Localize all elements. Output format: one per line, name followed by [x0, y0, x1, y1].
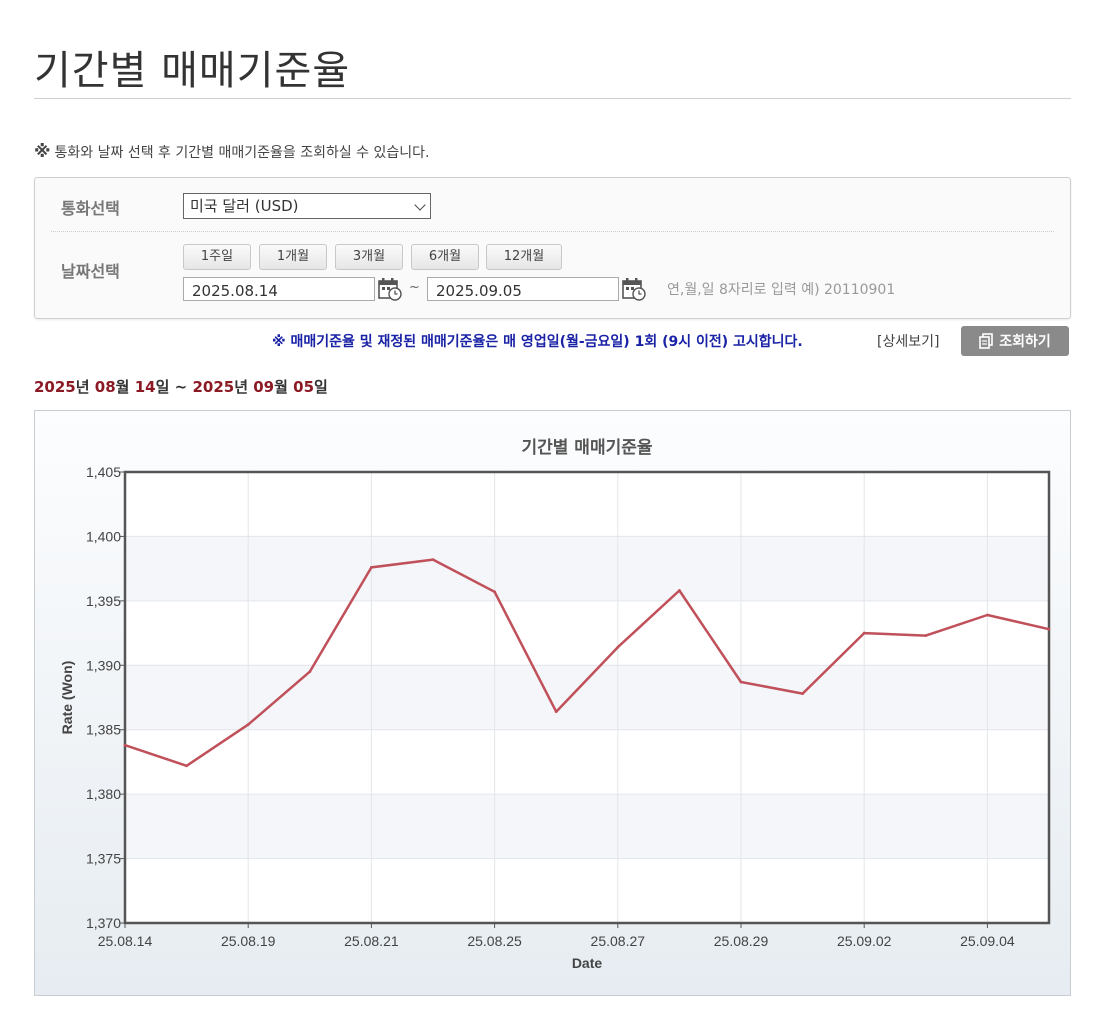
rate-line-chart: 1,370 1,375 1,380 1,385 1,390 1,395 1,400 1,405… [59, 438, 1051, 971]
data-point [123, 743, 127, 747]
x-tick-label: 25.09.02 [837, 933, 892, 949]
data-point [801, 692, 804, 696]
y-tick-label: 1,385 [86, 722, 121, 738]
start-date-input[interactable]: 2025.08.14 [183, 277, 375, 301]
y-axis-label: Rate (Won) [59, 661, 75, 735]
data-point [986, 613, 989, 617]
chart-container: 1,370 1,375 1,380 1,385 1,390 1,395 1,400 1,405… [34, 410, 1071, 996]
x-tick-label: 25.08.14 [98, 933, 153, 949]
y-tick-label: 1,375 [86, 851, 121, 867]
data-point [924, 634, 928, 638]
range-month-unit: 월 [115, 378, 130, 396]
chart-title: 기간별 매매기준율 [521, 438, 652, 458]
data-point [431, 558, 435, 562]
x-tick-label: 25.08.27 [591, 933, 646, 949]
data-point [493, 590, 496, 594]
range-day-unit: 일 [155, 378, 170, 396]
y-tick-label: 1,390 [86, 657, 121, 673]
document-icon [979, 333, 994, 349]
notice-text: 통화와 날짜 선택 후 기간별 매매기준율을 조회하실 수 있습니다. [54, 145, 430, 161]
title-divider [34, 98, 1071, 99]
grid-band [125, 536, 1049, 601]
start-calendar-icon[interactable] [378, 277, 402, 301]
range-start-month: 08 [94, 378, 116, 396]
range-end-month: 09 [253, 378, 275, 396]
end-date-input[interactable]: 2025.09.05 [427, 277, 619, 301]
currency-select[interactable]: 미국 달러 (USD) [183, 193, 431, 219]
period-button-12months[interactable]: 12개월 [486, 244, 562, 270]
search-panel: 통화선택 미국 달러 (USD) 날짜선택 1주일 1개월 3개월 6개월 12… [34, 177, 1071, 319]
detail-link[interactable]: [상세보기] [877, 334, 940, 350]
data-point [370, 565, 373, 569]
range-year-unit: 년 [234, 378, 249, 396]
chevron-down-icon [414, 199, 426, 211]
rate-series-line [124, 558, 1050, 768]
data-point [246, 723, 250, 726]
data-point [308, 670, 312, 674]
range-start-day: 14 [134, 378, 156, 396]
data-point [739, 680, 743, 684]
notice-mark: ※ [34, 142, 51, 162]
date-range-summary: 2025년 08월 14일 ~ 2025년 09월 05일 [34, 376, 328, 397]
currency-select-value: 미국 달러 (USD) [190, 197, 299, 215]
grid-band [125, 665, 1049, 730]
data-point [185, 764, 189, 768]
date-range-tilde: ~ [409, 280, 420, 295]
x-tick-label: 25.08.19 [221, 933, 276, 949]
currency-label: 통화선택 [61, 199, 120, 218]
announcement: ※ 매매기준율 및 재정된 매매기준율은 매 영업일(월-금요일) 1회 (9시… [272, 334, 803, 350]
x-axis-label: Date [572, 955, 603, 971]
period-button-1week[interactable]: 1주일 [183, 244, 251, 270]
range-day-unit: 일 [314, 378, 328, 396]
data-point [554, 710, 558, 714]
y-tick-label: 1,400 [86, 528, 121, 544]
date-format-hint: 연,월,일 8자리로 입력 예) 20110901 [667, 282, 896, 298]
range-end-day: 05 [293, 378, 315, 396]
grid-band [125, 794, 1049, 859]
range-year-unit: 년 [75, 378, 90, 396]
end-calendar-icon[interactable] [622, 277, 646, 301]
data-point [862, 631, 866, 635]
notice: ※ 통화와 날짜 선택 후 기간별 매매기준율을 조회하실 수 있습니다. [34, 142, 429, 162]
range-separator: ~ [174, 378, 188, 396]
row-divider [51, 231, 1054, 232]
x-tick-label: 25.08.29 [714, 933, 769, 949]
y-tick-label: 1,405 [86, 464, 121, 480]
range-month-unit: 월 [274, 378, 288, 396]
range-end-year: 2025 [192, 378, 235, 396]
x-tick-label: 25.08.21 [344, 933, 399, 949]
period-button-3months[interactable]: 3개월 [335, 244, 403, 270]
search-button[interactable]: 조회하기 [961, 326, 1069, 356]
y-tick-label: 1,395 [86, 593, 121, 609]
page-title: 기간별 매매기준율 [34, 48, 351, 94]
data-point [678, 589, 681, 592]
period-button-6months[interactable]: 6개월 [411, 244, 479, 270]
period-button-1month[interactable]: 1개월 [259, 244, 327, 270]
y-tick-label: 1,370 [86, 915, 121, 931]
range-start-year: 2025 [34, 378, 76, 396]
data-point [1047, 627, 1051, 631]
y-tick-label: 1,380 [86, 786, 121, 802]
date-label: 날짜선택 [61, 262, 120, 281]
search-button-label: 조회하기 [999, 334, 1051, 350]
plot-border [123, 470, 1051, 925]
data-point [616, 645, 620, 649]
x-tick-label: 25.09.04 [960, 933, 1015, 949]
x-tick-label: 25.08.25 [467, 933, 522, 949]
